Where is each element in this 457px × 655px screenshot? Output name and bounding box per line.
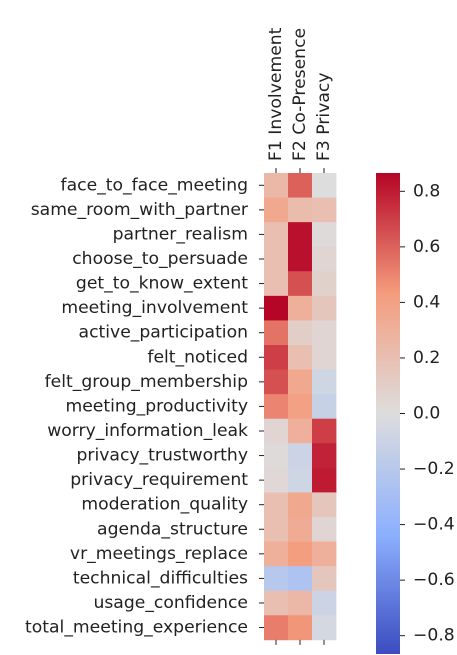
heatmap-cell bbox=[312, 492, 337, 518]
heatmap-cell bbox=[264, 271, 289, 297]
heatmap-cell bbox=[288, 369, 313, 395]
heatmap-cell bbox=[264, 197, 289, 223]
heatmap-cell bbox=[288, 541, 313, 567]
colorbar-tick-label: −0.6 bbox=[413, 570, 455, 590]
heatmap-cells bbox=[264, 173, 337, 641]
heatmap-cell bbox=[312, 222, 337, 248]
heatmap-cell bbox=[288, 246, 313, 272]
heatmap-cell bbox=[288, 590, 313, 616]
row-label: meeting_productivity bbox=[65, 396, 248, 416]
heatmap-cell bbox=[312, 516, 337, 542]
heatmap-cell bbox=[288, 492, 313, 518]
heatmap-cell bbox=[312, 271, 337, 297]
row-label: face_to_face_meeting bbox=[61, 175, 248, 195]
heatmap-cell bbox=[312, 344, 337, 370]
colorbar-tick-label: −0.8 bbox=[413, 626, 455, 646]
heatmap-cell bbox=[264, 246, 289, 272]
heatmap-cell bbox=[288, 271, 313, 297]
heatmap-cell bbox=[264, 615, 289, 641]
row-label: felt_group_membership bbox=[45, 372, 248, 392]
heatmap-cell bbox=[264, 541, 289, 567]
heatmap-cell bbox=[288, 467, 313, 493]
row-label: privacy_requirement bbox=[70, 470, 248, 490]
heatmap-cell bbox=[312, 541, 337, 567]
row-label: moderation_quality bbox=[81, 495, 248, 515]
heatmap-cell bbox=[264, 344, 289, 370]
colorbar-tick-label: −0.2 bbox=[413, 459, 455, 479]
colorbar: 0.8 0.6 0.4 0.2 0.0 −0.2 −0.4 −0.6 −0.8 bbox=[376, 173, 455, 654]
heatmap-cell bbox=[288, 320, 313, 346]
heatmap-cell bbox=[312, 369, 337, 395]
colorbar-tick-label: 0.2 bbox=[413, 348, 440, 368]
heatmap-cell bbox=[312, 615, 337, 641]
heatmap-cell bbox=[288, 418, 313, 444]
heatmap-cell bbox=[312, 295, 337, 321]
row-label: worry_information_leak bbox=[47, 421, 248, 441]
heatmap-cell bbox=[264, 295, 289, 321]
row-label: agenda_structure bbox=[97, 519, 248, 539]
colorbar-tick-label: 0.0 bbox=[413, 404, 440, 424]
heatmap-cell bbox=[264, 369, 289, 395]
heatmap-cell bbox=[312, 197, 337, 223]
heatmap-cell bbox=[312, 467, 337, 493]
colorbar-tick-label: 0.6 bbox=[413, 237, 440, 257]
colorbar-tick-label: 0.8 bbox=[413, 181, 440, 201]
row-label: usage_confidence bbox=[93, 593, 248, 613]
heatmap-cell bbox=[312, 590, 337, 616]
heatmap-cell bbox=[264, 394, 289, 420]
column-labels: F1 Involvement F2 Co-Presence F3 Privacy bbox=[266, 27, 334, 645]
column-label: F1 Involvement bbox=[266, 27, 286, 161]
colorbar-gradient bbox=[376, 173, 400, 654]
row-label: same_room_with_partner bbox=[31, 200, 249, 220]
heatmap-cell bbox=[264, 173, 289, 198]
row-label: partner_realism bbox=[113, 224, 248, 244]
heatmap-cell bbox=[288, 615, 313, 641]
heatmap-cell bbox=[288, 443, 313, 469]
heatmap-cell bbox=[264, 222, 289, 248]
heatmap-cell bbox=[288, 344, 313, 370]
heatmap-cell bbox=[312, 418, 337, 444]
row-label: choose_to_persuade bbox=[72, 249, 248, 269]
row-label: total_meeting_experience bbox=[25, 618, 248, 638]
colorbar-tick-label: −0.4 bbox=[413, 515, 455, 535]
row-label: privacy_trustworthy bbox=[76, 446, 248, 466]
heatmap-cell bbox=[264, 590, 289, 616]
heatmap-cell bbox=[312, 566, 337, 592]
row-label: meeting_involvement bbox=[61, 298, 248, 318]
heatmap-cell bbox=[264, 443, 289, 469]
column-label: F2 Co-Presence bbox=[290, 28, 310, 161]
heatmap-cell bbox=[264, 320, 289, 346]
heatmap-cell bbox=[288, 566, 313, 592]
heatmap-cell bbox=[288, 197, 313, 223]
row-labels: face_to_face_meeting same_room_with_partn… bbox=[25, 175, 264, 638]
heatmap-cell bbox=[288, 173, 313, 198]
row-label: felt_noticed bbox=[147, 347, 248, 367]
colorbar-tick-label: 0.4 bbox=[413, 292, 440, 312]
heatmap-cell bbox=[264, 516, 289, 542]
heatmap-cell bbox=[312, 443, 337, 469]
heatmap-cell bbox=[264, 467, 289, 493]
row-label: active_participation bbox=[79, 323, 248, 343]
heatmap-cell bbox=[264, 418, 289, 444]
heatmap-cell bbox=[312, 246, 337, 272]
heatmap-cell bbox=[312, 320, 337, 346]
heatmap-cell bbox=[288, 516, 313, 542]
heatmap-cell bbox=[264, 492, 289, 518]
heatmap-cell bbox=[288, 222, 313, 248]
heatmap-cell bbox=[288, 394, 313, 420]
column-label: F3 Privacy bbox=[314, 72, 334, 161]
heatmap-cell bbox=[264, 566, 289, 592]
row-label: get_to_know_extent bbox=[76, 274, 248, 294]
heatmap-cell bbox=[312, 394, 337, 420]
row-label: technical_difficulties bbox=[73, 568, 248, 588]
row-label: vr_meetings_replace bbox=[70, 544, 248, 564]
heatmap-cell bbox=[312, 173, 337, 198]
heatmap-cell bbox=[288, 295, 313, 321]
